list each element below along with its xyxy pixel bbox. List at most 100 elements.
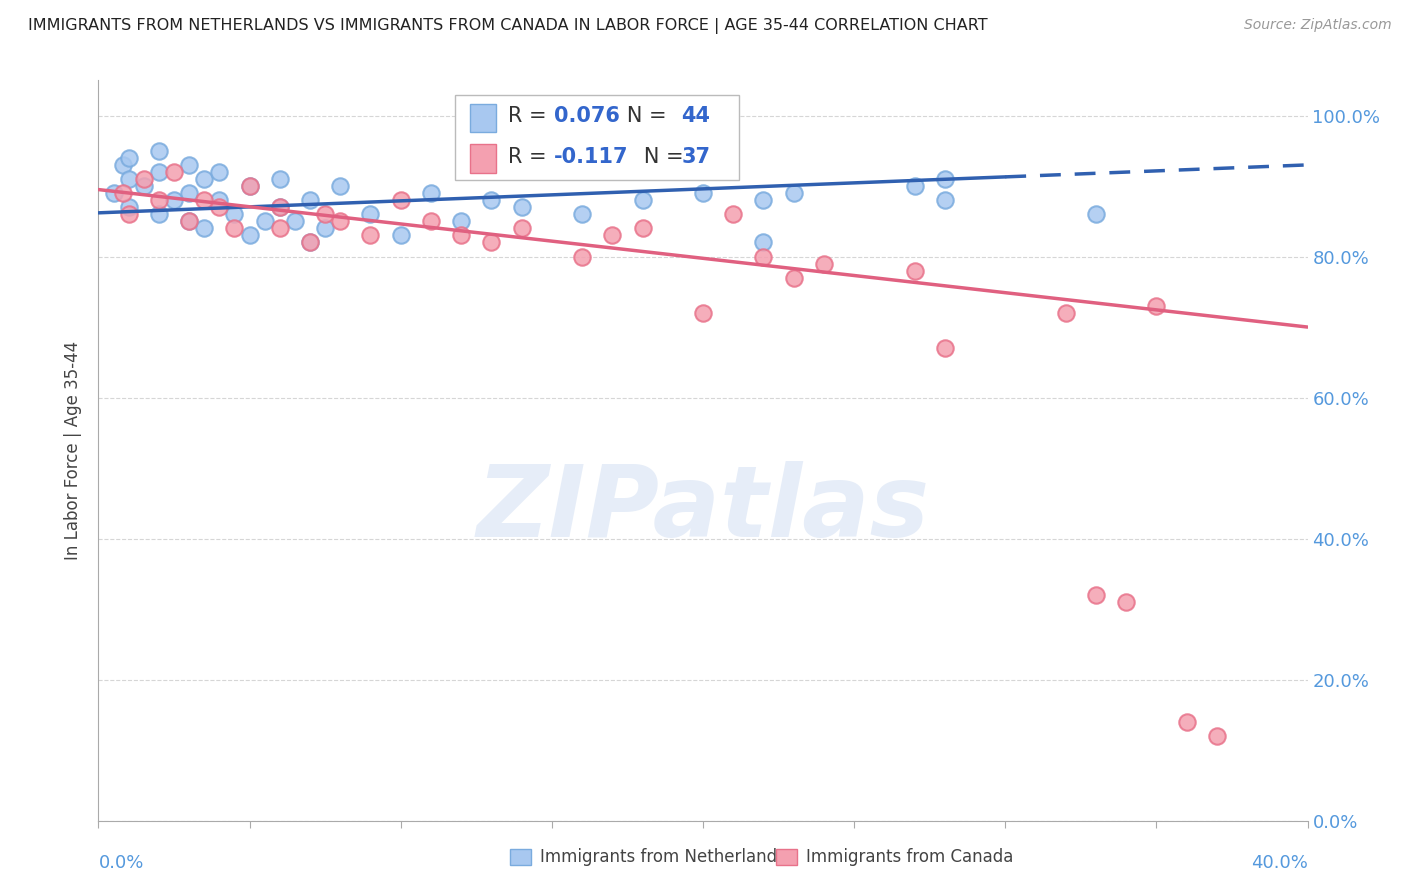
Bar [509, 849, 531, 865]
Point [148, 207, 170, 221]
Point [329, 214, 352, 228]
Point [420, 214, 443, 228]
Point [239, 179, 262, 194]
Point [481, 193, 503, 207]
Point [481, 235, 503, 250]
Point [253, 214, 276, 228]
Point [193, 193, 215, 207]
Text: IMMIGRANTS FROM NETHERLANDS VS IMMIGRANTS FROM CANADA IN LABOR FORCE | AGE 35-44: IMMIGRANTS FROM NETHERLANDS VS IMMIGRANT… [28, 18, 988, 34]
Point [450, 214, 472, 228]
Text: Immigrants from Canada: Immigrants from Canada [806, 848, 1014, 866]
Bar [470, 103, 496, 132]
Point [132, 179, 155, 194]
Point [148, 144, 170, 158]
Point [193, 172, 215, 186]
Point [1115, 595, 1137, 609]
Text: 0.0%: 0.0% [98, 854, 143, 872]
Point [1206, 729, 1229, 743]
Point [193, 221, 215, 235]
Point [118, 200, 141, 214]
Point [360, 228, 382, 243]
FancyBboxPatch shape [456, 95, 740, 180]
Point [299, 235, 322, 250]
Point [329, 179, 352, 194]
Point [813, 257, 835, 271]
Point [934, 172, 956, 186]
Point [1175, 714, 1198, 729]
Point [208, 165, 231, 179]
Point [179, 158, 201, 172]
Point [179, 214, 201, 228]
Point [571, 250, 593, 264]
Point [934, 341, 956, 355]
Point [692, 306, 714, 320]
Text: 40.0%: 40.0% [1251, 854, 1308, 872]
Point [179, 186, 201, 200]
Point [389, 193, 412, 207]
Point [314, 221, 336, 235]
Text: N =: N = [607, 105, 673, 126]
Text: Source: ZipAtlas.com: Source: ZipAtlas.com [1244, 18, 1392, 32]
Text: R =: R = [509, 147, 554, 167]
Point [1085, 207, 1108, 221]
Point [692, 186, 714, 200]
Point [314, 207, 336, 221]
Point [904, 179, 927, 194]
Point [752, 250, 775, 264]
Point [179, 214, 201, 228]
Point [602, 228, 624, 243]
Bar [776, 849, 797, 865]
Point [111, 186, 134, 200]
Point [450, 228, 472, 243]
Point [118, 172, 141, 186]
Point [103, 186, 125, 200]
Text: 0.076: 0.076 [554, 105, 620, 126]
Point [208, 200, 231, 214]
Point [239, 179, 262, 194]
Point [148, 193, 170, 207]
Point [118, 151, 141, 165]
Text: -0.117: -0.117 [554, 147, 628, 167]
Point [269, 221, 291, 235]
Point [269, 172, 291, 186]
Point [269, 200, 291, 214]
Point [752, 235, 775, 250]
Point [132, 172, 155, 186]
Point [148, 165, 170, 179]
Point [284, 214, 307, 228]
Point [510, 221, 533, 235]
Point [783, 270, 806, 285]
Point [1054, 306, 1077, 320]
Point [631, 221, 654, 235]
Point [299, 235, 322, 250]
Point [723, 207, 745, 221]
Point [904, 263, 927, 277]
Point [163, 193, 186, 207]
Point [269, 200, 291, 214]
Point [783, 186, 806, 200]
Point [299, 193, 322, 207]
Point [934, 193, 956, 207]
Text: R =: R = [509, 105, 554, 126]
Point [239, 228, 262, 243]
Point [1144, 299, 1167, 313]
Point [420, 186, 443, 200]
Point [208, 193, 231, 207]
Point [111, 158, 134, 172]
Text: Immigrants from Netherlands: Immigrants from Netherlands [540, 848, 786, 866]
Point [389, 228, 412, 243]
Text: N =: N = [624, 147, 690, 167]
Text: 44: 44 [682, 105, 710, 126]
Bar [470, 145, 496, 172]
Text: 37: 37 [682, 147, 710, 167]
Point [631, 193, 654, 207]
Point [510, 200, 533, 214]
Point [224, 207, 246, 221]
Point [224, 221, 246, 235]
Y-axis label: In Labor Force | Age 35-44: In Labor Force | Age 35-44 [65, 341, 83, 560]
Point [163, 165, 186, 179]
Point [571, 207, 593, 221]
Text: ZIPatlas: ZIPatlas [477, 461, 929, 558]
Point [1085, 588, 1108, 602]
Point [118, 207, 141, 221]
